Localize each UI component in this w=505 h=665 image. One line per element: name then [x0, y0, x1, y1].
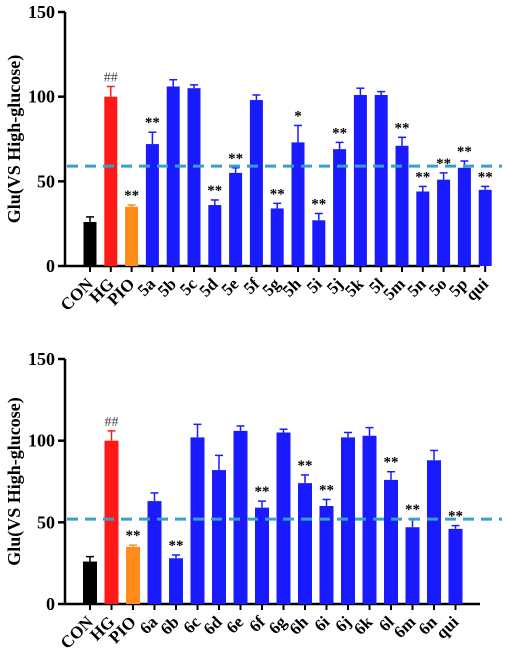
- bar-6i: [319, 506, 334, 604]
- bar-6b: [169, 558, 183, 604]
- bar-HG: [104, 440, 119, 604]
- bar-6n: [427, 460, 441, 604]
- category-label-5k: 5k: [341, 274, 368, 301]
- y-tick-label: 0: [46, 594, 55, 614]
- bar-PIO: [125, 206, 139, 266]
- bar-5f: [249, 100, 263, 266]
- category-label-PIO: PIO: [105, 612, 140, 647]
- significance-label-HG: ##: [105, 415, 119, 430]
- bar-6h: [298, 483, 312, 604]
- significance-label-6i: **: [319, 482, 334, 498]
- bar-qui: [448, 528, 463, 604]
- significance-label-5a: **: [145, 115, 160, 131]
- significance-label-5d: **: [207, 183, 222, 199]
- bar-5m: [395, 145, 409, 266]
- significance-label-6f: **: [255, 484, 270, 500]
- category-label-6d: 6d: [200, 612, 227, 639]
- bar-5i: [312, 220, 326, 266]
- y-axis-label: Glu(VS High-glucose): [4, 397, 25, 566]
- bar-5c: [187, 88, 201, 266]
- bar-6k: [362, 435, 377, 604]
- category-label-5e: 5e: [218, 274, 243, 299]
- significance-label-qui: **: [478, 169, 493, 185]
- y-tick-label: 50: [37, 512, 55, 532]
- category-label-5h: 5h: [279, 274, 306, 301]
- bar-6e: [233, 430, 248, 604]
- bar-5g: [270, 208, 284, 266]
- category-label-6e: 6e: [223, 612, 248, 637]
- bar-6c: [190, 437, 205, 604]
- bar-6l: [384, 479, 398, 604]
- category-label-6h: 6h: [286, 612, 313, 639]
- bar-5k: [353, 94, 367, 267]
- bar-6j: [341, 437, 355, 604]
- category-label-qui: qui: [432, 612, 462, 642]
- bar-5a: [145, 144, 159, 266]
- significance-label-PIO: **: [124, 188, 139, 204]
- significance-label-5h: *: [294, 108, 302, 124]
- y-tick-label: 100: [28, 87, 55, 107]
- bar-5n: [416, 191, 430, 266]
- bar-5e: [229, 172, 243, 266]
- significance-label-5e: **: [228, 151, 243, 167]
- significance-label-5g: **: [270, 186, 285, 202]
- significance-label-5o: **: [436, 156, 451, 172]
- category-label-6b: 6b: [157, 612, 183, 638]
- bar-5b: [166, 86, 180, 266]
- bar-6d: [212, 470, 226, 604]
- significance-label-qui: **: [448, 509, 463, 525]
- y-tick-label: 100: [28, 431, 55, 451]
- bar-HG: [104, 96, 118, 267]
- significance-label-6h: **: [298, 458, 313, 474]
- significance-label-5i: **: [311, 197, 326, 213]
- bar-CON: [83, 221, 97, 266]
- significance-label-6m: **: [405, 502, 420, 518]
- category-label-5b: 5b: [154, 274, 180, 300]
- bar-CON: [83, 561, 97, 604]
- y-tick-label: 50: [37, 171, 55, 191]
- significance-label-6l: **: [384, 455, 399, 471]
- bar-5j: [333, 149, 347, 266]
- category-label-6i: 6i: [311, 612, 334, 635]
- bar-6a: [147, 501, 162, 604]
- significance-label-5j: **: [332, 125, 347, 141]
- bar-PIO: [126, 546, 140, 604]
- significance-label-5m: **: [395, 120, 410, 136]
- significance-label-6b: **: [169, 538, 184, 554]
- significance-label-HG: ##: [104, 71, 118, 86]
- significance-label-5p: **: [457, 144, 472, 160]
- bar-6f: [255, 507, 269, 604]
- significance-label-5n: **: [415, 169, 430, 185]
- category-label-6m: 6m: [390, 612, 419, 641]
- category-label-qui: qui: [462, 274, 492, 304]
- bar-6m: [405, 527, 420, 604]
- significance-label-PIO: **: [126, 528, 141, 544]
- y-tick-label: 0: [46, 256, 55, 276]
- y-tick-label: 150: [28, 2, 55, 22]
- bar-5h: [291, 142, 305, 266]
- bar-qui: [478, 189, 492, 266]
- y-tick-label: 150: [28, 349, 55, 369]
- bar-5d: [208, 205, 222, 266]
- category-label-6k: 6k: [350, 612, 377, 639]
- bar-5p: [457, 167, 471, 266]
- category-label-5i: 5i: [303, 274, 326, 297]
- bar-5l: [374, 94, 388, 267]
- bar-5o: [437, 179, 451, 266]
- y-axis-label: Glu(VS High-glucose): [4, 55, 25, 224]
